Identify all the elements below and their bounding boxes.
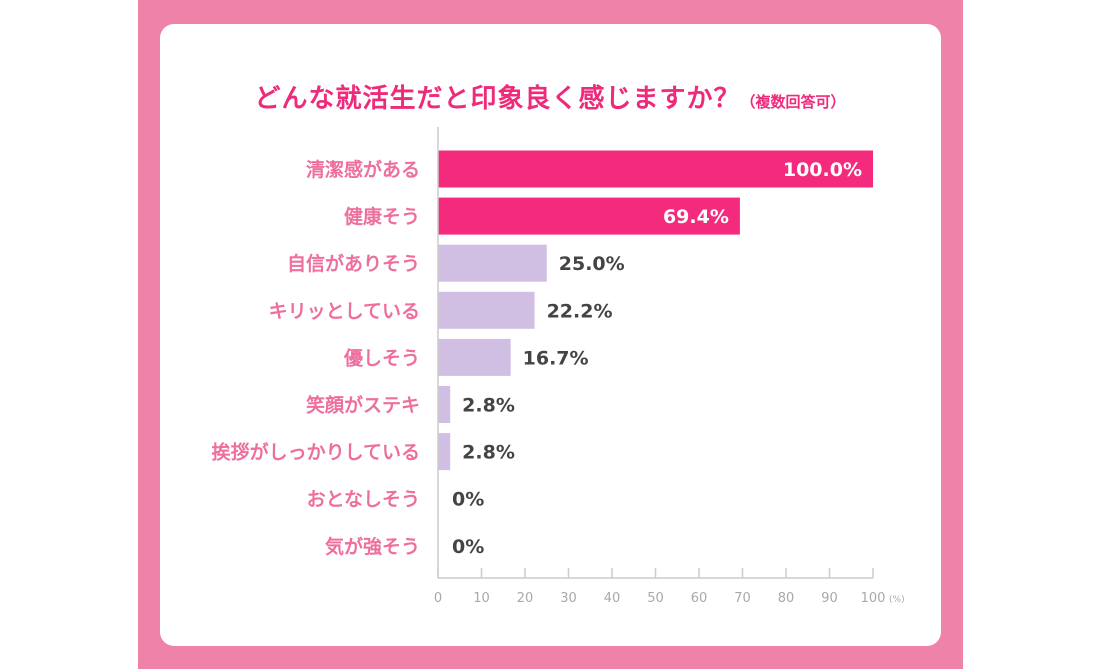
category-label: 優しそう xyxy=(343,346,420,369)
bar xyxy=(438,150,873,188)
value-label: 25.0% xyxy=(559,253,625,275)
value-label: 2.8% xyxy=(462,442,515,464)
bar xyxy=(438,386,451,423)
category-label: おとなしそう xyxy=(307,489,420,511)
bar xyxy=(438,244,547,282)
category-label: 気が強そう xyxy=(325,535,420,558)
x-tick-label: 80 xyxy=(778,591,795,606)
category-label: 笑顔がステキ xyxy=(306,394,420,417)
category-label: 清潔感がある xyxy=(306,158,420,181)
value-label: 0% xyxy=(452,536,484,558)
bar xyxy=(438,197,740,235)
x-tick-label: 20 xyxy=(517,591,534,606)
category-label: キリッとしている xyxy=(269,300,420,322)
value-label: 22.2% xyxy=(547,300,613,322)
chart-card xyxy=(160,24,941,646)
bar xyxy=(438,338,511,376)
x-tick-label: 100 xyxy=(861,591,886,606)
chart-title: どんな就活生だと印象良く感じますか？（複数回答可） xyxy=(0,78,1100,115)
chart-subtitle: （複数回答可） xyxy=(740,93,846,111)
x-unit-label: (%) xyxy=(889,595,905,605)
bar xyxy=(438,291,535,329)
x-tick-label: 90 xyxy=(821,591,838,606)
category-label: 健康そう xyxy=(344,205,420,228)
x-tick-label: 10 xyxy=(473,591,490,606)
value-label: 0% xyxy=(452,489,484,511)
category-label: 挨拶がしっかりしている xyxy=(212,441,420,464)
x-tick-label: 50 xyxy=(647,591,664,606)
bar xyxy=(438,433,451,471)
x-tick-label: 40 xyxy=(604,591,621,606)
x-tick-label: 60 xyxy=(691,591,708,606)
x-tick-label: 30 xyxy=(560,591,577,606)
x-tick-label: 70 xyxy=(734,591,751,606)
value-label: 16.7% xyxy=(523,347,589,369)
value-label: 2.8% xyxy=(462,395,515,417)
category-label: 自信がありそう xyxy=(287,252,420,275)
value-label: 100.0% xyxy=(783,159,862,181)
value-label: 69.4% xyxy=(663,206,729,228)
x-tick-label: 0 xyxy=(434,591,442,606)
chart-title-main: どんな就活生だと印象良く感じますか？ xyxy=(254,84,741,114)
